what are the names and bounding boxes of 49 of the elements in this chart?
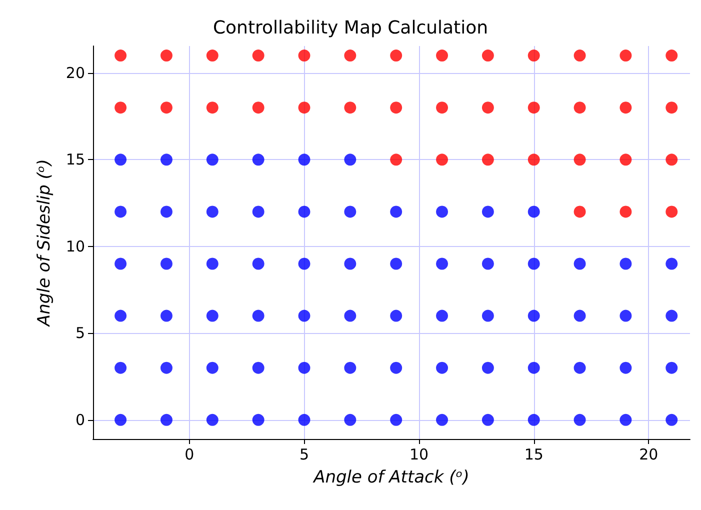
- point: [666, 50, 678, 62]
- x-tick-label: 0: [184, 446, 194, 464]
- point: [344, 102, 356, 114]
- x-tick-label: 20: [639, 446, 658, 464]
- point: [620, 154, 632, 166]
- point: [252, 102, 264, 114]
- point: [114, 102, 127, 114]
- point: [482, 154, 494, 166]
- point: [620, 50, 632, 62]
- y-tick-label: 15: [66, 150, 85, 169]
- point: [666, 154, 678, 166]
- point: [206, 50, 218, 62]
- point: [344, 50, 356, 62]
- point: [528, 102, 540, 114]
- y-axis-title: Angle of Sideslip (ᵒ): [34, 158, 54, 328]
- point: [390, 102, 402, 114]
- point: [114, 50, 127, 62]
- point: [666, 102, 678, 114]
- point: [436, 102, 448, 114]
- point: [482, 102, 494, 114]
- x-tick-label: 15: [524, 446, 544, 464]
- x-tick-label: 10: [410, 446, 429, 464]
- point: [620, 102, 632, 114]
- x-axis-title: Angle of Attack (ᵒ): [312, 468, 470, 488]
- point: [436, 50, 448, 62]
- y-tick-label: 0: [75, 410, 85, 429]
- point: [160, 50, 172, 62]
- point: [666, 206, 678, 218]
- point: [252, 50, 264, 62]
- point: [298, 50, 310, 62]
- point: [574, 206, 586, 218]
- point: [574, 50, 586, 62]
- point: [298, 102, 310, 114]
- point: [574, 102, 586, 114]
- point: [436, 154, 448, 166]
- y-tick-label: 5: [75, 324, 85, 342]
- y-tick-label: 20: [66, 64, 85, 82]
- point: [206, 102, 218, 114]
- point: [390, 154, 402, 166]
- point: [482, 50, 494, 62]
- point: [528, 50, 540, 62]
- point: [160, 102, 172, 114]
- point: [528, 154, 540, 166]
- x-tick-label: 5: [299, 446, 310, 464]
- y-tick-label: 10: [66, 237, 85, 256]
- point: [620, 206, 632, 218]
- point: [574, 154, 586, 166]
- point: [390, 50, 402, 62]
- chart-title: Controllability Map Calculation: [212, 18, 488, 38]
